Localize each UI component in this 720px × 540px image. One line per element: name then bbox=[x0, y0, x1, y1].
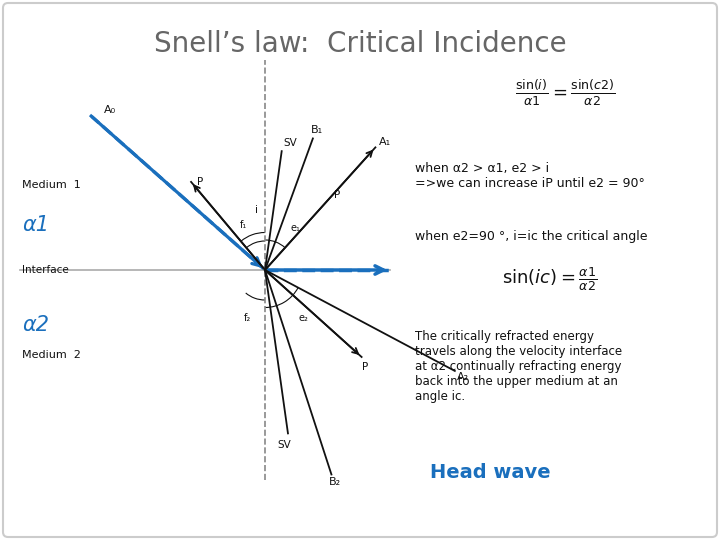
Text: P: P bbox=[334, 190, 340, 200]
Text: B₁: B₁ bbox=[311, 125, 323, 136]
Text: e₁: e₁ bbox=[290, 223, 300, 233]
Text: Snell’s law:  Critical Incidence: Snell’s law: Critical Incidence bbox=[153, 30, 567, 58]
Text: P: P bbox=[362, 362, 368, 372]
FancyBboxPatch shape bbox=[3, 3, 717, 537]
Text: $\sin(ic) = \frac{\alpha 1}{\alpha 2}$: $\sin(ic) = \frac{\alpha 1}{\alpha 2}$ bbox=[503, 265, 598, 293]
Text: Medium  1: Medium 1 bbox=[22, 180, 81, 190]
Text: e₂: e₂ bbox=[298, 313, 308, 323]
Text: SV: SV bbox=[283, 138, 297, 148]
Text: B₂: B₂ bbox=[328, 477, 341, 488]
Text: A₁: A₁ bbox=[379, 137, 392, 147]
Text: α2: α2 bbox=[22, 315, 49, 335]
Text: when e2=90 °, i=ic the critical angle: when e2=90 °, i=ic the critical angle bbox=[415, 230, 647, 243]
Text: SV: SV bbox=[277, 440, 291, 450]
Text: i: i bbox=[256, 205, 258, 215]
Text: A₂: A₂ bbox=[456, 372, 469, 382]
Text: Medium  2: Medium 2 bbox=[22, 350, 81, 360]
Text: when α2 > α1, e2 > i
=>we can increase iP until e2 = 90°: when α2 > α1, e2 > i =>we can increase i… bbox=[415, 162, 645, 190]
Text: Head wave: Head wave bbox=[430, 463, 551, 482]
Text: Interface: Interface bbox=[22, 265, 68, 275]
Text: f₁: f₁ bbox=[239, 220, 247, 230]
Text: f₂: f₂ bbox=[243, 313, 251, 323]
Text: The critically refracted energy
travels along the velocity interface
at α2 conti: The critically refracted energy travels … bbox=[415, 330, 622, 403]
Text: A₀: A₀ bbox=[104, 105, 116, 115]
Text: P: P bbox=[197, 177, 203, 187]
Text: $\frac{\sin(i)}{\alpha 1} = \frac{\sin(c2)}{\alpha 2}$: $\frac{\sin(i)}{\alpha 1} = \frac{\sin(c… bbox=[515, 78, 616, 109]
Text: α1: α1 bbox=[22, 215, 49, 235]
